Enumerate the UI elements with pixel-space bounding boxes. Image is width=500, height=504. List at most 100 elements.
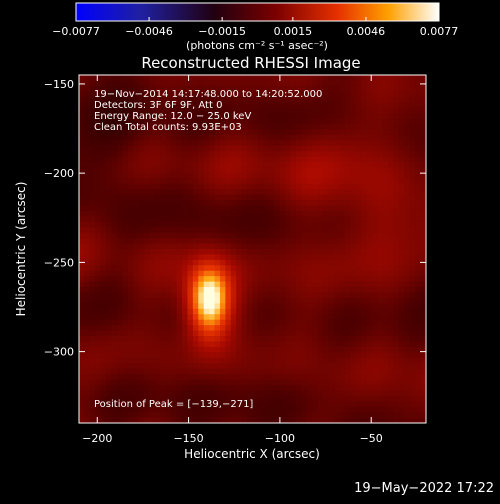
heatmap-cell: [279, 259, 286, 266]
heatmap-cell: [203, 118, 210, 125]
heatmap-cell: [409, 336, 416, 342]
heatmap-cell: [263, 96, 270, 103]
heatmap-cell: [100, 412, 107, 418]
heatmap-cell: [230, 118, 237, 125]
heatmap-cell: [106, 379, 112, 386]
heatmap-cell: [241, 292, 248, 299]
heatmap-cell: [328, 205, 335, 212]
heatmap-cell: [100, 303, 107, 310]
heatmap-cell: [154, 102, 161, 109]
heatmap-cell: [79, 412, 85, 418]
heatmap-cell: [366, 308, 373, 315]
heatmap-cell: [247, 395, 253, 402]
heatmap-cell: [160, 254, 167, 261]
heatmap-cell: [203, 183, 210, 190]
heatmap-cell: [420, 401, 426, 408]
heatmap-cell: [203, 401, 210, 408]
heatmap-cell: [182, 341, 188, 348]
heatmap-cell: [209, 249, 215, 255]
heatmap-cell: [106, 308, 112, 315]
heatmap-cell: [279, 270, 286, 277]
heatmap-cell: [116, 194, 123, 201]
heatmap-cell: [274, 162, 281, 168]
heatmap-cell: [339, 129, 346, 136]
heatmap-cell: [127, 75, 134, 81]
heatmap-cell: [230, 91, 237, 98]
heatmap-cell: [89, 162, 96, 168]
heatmap-cell: [377, 314, 384, 321]
heatmap-cell: [89, 249, 96, 255]
heatmap-cell: [312, 151, 318, 157]
heatmap-cell: [415, 314, 421, 321]
heatmap-cell: [225, 194, 232, 201]
heatmap-cell: [198, 102, 205, 109]
heatmap-cell: [160, 200, 167, 206]
heatmap-cell: [377, 352, 384, 359]
heatmap-cell: [301, 346, 308, 353]
heatmap-cell: [420, 281, 426, 288]
heatmap-cell: [171, 308, 177, 315]
heatmap-cell: [371, 406, 378, 413]
heatmap-cell: [100, 249, 107, 255]
heatmap-cell: [171, 232, 177, 239]
heatmap-cell: [165, 308, 172, 315]
heatmap-cell: [225, 368, 232, 375]
heatmap-cell: [182, 134, 188, 141]
heatmap-cell: [144, 118, 150, 125]
heatmap-cell: [236, 259, 243, 266]
heatmap-cell: [144, 308, 150, 315]
heatmap-cell: [247, 281, 253, 288]
heatmap-cell: [160, 368, 167, 375]
heatmap-cell: [398, 232, 405, 239]
heatmap-cell: [165, 395, 172, 402]
heatmap-cell: [89, 412, 96, 418]
heatmap-cell: [404, 216, 411, 223]
heatmap-cell: [285, 178, 291, 185]
heatmap-cell: [198, 75, 205, 81]
heatmap-cell: [355, 134, 362, 141]
heatmap-cell: [355, 243, 362, 250]
heatmap-cell: [230, 254, 237, 261]
heatmap-cell: [355, 96, 362, 103]
heatmap-cell: [409, 85, 416, 92]
heatmap-cell: [79, 178, 85, 185]
heatmap-cell: [377, 140, 384, 147]
heatmap-cell: [219, 254, 226, 261]
heatmap-cell: [127, 379, 134, 386]
heatmap-cell: [257, 352, 264, 359]
heatmap-cell: [404, 205, 411, 212]
heatmap-cell: [404, 189, 411, 196]
heatmap-cell: [274, 178, 281, 185]
heatmap-cell: [133, 129, 140, 136]
heatmap-cell: [263, 346, 270, 353]
heatmap-cell: [127, 401, 134, 408]
heatmap-cell: [339, 96, 346, 103]
heatmap-cell: [382, 145, 389, 152]
heatmap-cell: [339, 314, 346, 321]
heatmap-cell: [187, 276, 194, 283]
heatmap-cell: [89, 227, 96, 234]
heatmap-cell: [366, 80, 373, 87]
heatmap-cell: [111, 162, 118, 168]
heatmap-cell: [133, 346, 140, 353]
heatmap-cell: [360, 172, 367, 179]
heatmap-cell: [236, 363, 243, 370]
heatmap-cell: [366, 162, 373, 168]
heatmap-cell: [176, 96, 183, 103]
heatmap-cell: [247, 308, 253, 315]
heatmap-cell: [257, 134, 264, 141]
heatmap-cell: [350, 249, 356, 255]
heatmap-cell: [377, 303, 384, 310]
heatmap-cell: [241, 156, 248, 163]
heatmap-cell: [301, 276, 308, 283]
heatmap-cell: [171, 129, 177, 136]
heatmap-cell: [192, 292, 199, 299]
heatmap-cell: [301, 325, 308, 331]
heatmap-cell: [279, 216, 286, 223]
heatmap-cell: [306, 178, 313, 185]
heatmap-cell: [301, 151, 308, 157]
heatmap-cell: [171, 259, 177, 266]
heatmap-cell: [219, 287, 226, 293]
heatmap-cell: [225, 395, 232, 402]
heatmap-cell: [382, 319, 389, 326]
